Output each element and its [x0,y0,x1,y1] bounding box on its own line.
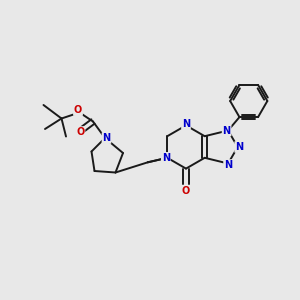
Text: N: N [102,133,111,143]
Text: O: O [76,127,85,137]
Text: N: N [162,153,170,163]
Text: O: O [74,105,82,115]
Text: N: N [224,160,232,170]
Text: N: N [223,125,231,136]
Text: N: N [235,142,243,152]
Text: O: O [182,185,190,196]
Text: N: N [182,119,190,129]
